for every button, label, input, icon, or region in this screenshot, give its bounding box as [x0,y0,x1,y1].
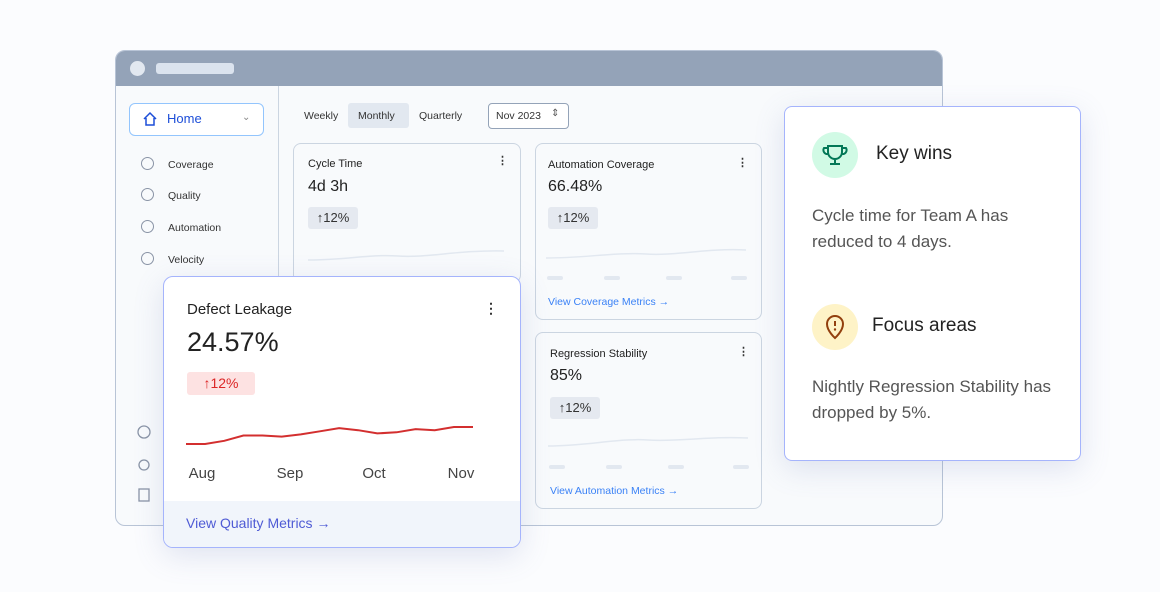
alert-icon [812,304,858,350]
x-label: Sep [276,465,304,482]
insight-text: Cycle time for Team A has reduced to 4 d… [812,206,1009,251]
period-arrows: ⇕ [551,108,560,119]
title-bar [116,51,942,86]
card-title: Automation Coverage [548,159,655,171]
card-title: Cycle Time [308,158,363,170]
nav-item[interactable]: Quality [168,190,201,202]
coverage-link[interactable]: View Coverage Metrics → [548,296,670,308]
card-value: 66.48% [548,178,603,195]
quality-link[interactable]: View Quality Metrics → [186,515,331,531]
period-select[interactable] [488,103,569,129]
tab[interactable]: Quarterly [419,110,463,122]
home-select[interactable] [129,103,264,136]
home-icon [143,111,157,126]
insight-text: Nightly Regression Stability has dropped… [812,377,1052,422]
nav-icon [141,252,154,265]
menu-dots[interactable]: ⋮ [497,155,508,167]
nav-item[interactable]: Coverage [168,159,214,171]
card-title: Regression Stability [550,348,648,360]
home-label[interactable]: Home [167,111,202,126]
tab[interactable]: Weekly [304,110,339,122]
card-value: 24.57% [187,327,279,357]
nav-icon [141,157,154,170]
card-value: 85% [550,367,583,384]
nav-item[interactable]: Automation [168,222,222,234]
menu-dots[interactable]: ⋮ [484,300,498,316]
menu-dots[interactable]: ⋮ [738,346,749,358]
nav-icon [141,220,154,233]
x-label: Nov [447,465,475,482]
address-bar [156,63,234,74]
coverage-card [535,143,762,320]
sparkline [548,436,749,469]
card-value: 4d 3h [308,178,349,195]
card-title: Defect Leakage [187,301,293,318]
change-badge: ↑12% [308,207,358,229]
sidebar-icons [137,425,151,502]
x-label: Oct [362,465,386,482]
sparkline [546,248,747,280]
defect-card [163,276,521,548]
menu-dots[interactable]: ⋮ [737,157,748,169]
insight-title: Focus areas [872,315,977,336]
change-badge: ↑12% [548,207,598,229]
x-label: Aug [188,465,216,482]
card-footer [164,501,520,547]
trophy-icon [812,132,858,178]
tab[interactable]: Monthly [358,110,395,122]
automation-link[interactable]: View Automation Metrics → [550,485,679,497]
insight-title: Key wins [876,143,953,164]
period-label[interactable]: Nov 2023 [496,110,541,122]
sparkline [308,250,505,261]
chevron: ⌄ [242,112,251,123]
regression-card [535,332,762,509]
change-badge: ↑12% [550,397,600,419]
nav-icon [141,188,154,201]
window-dot [130,61,145,76]
nav-item[interactable]: Velocity [168,254,205,266]
tab-selected [348,103,409,128]
change-badge: ↑12% [187,372,255,395]
